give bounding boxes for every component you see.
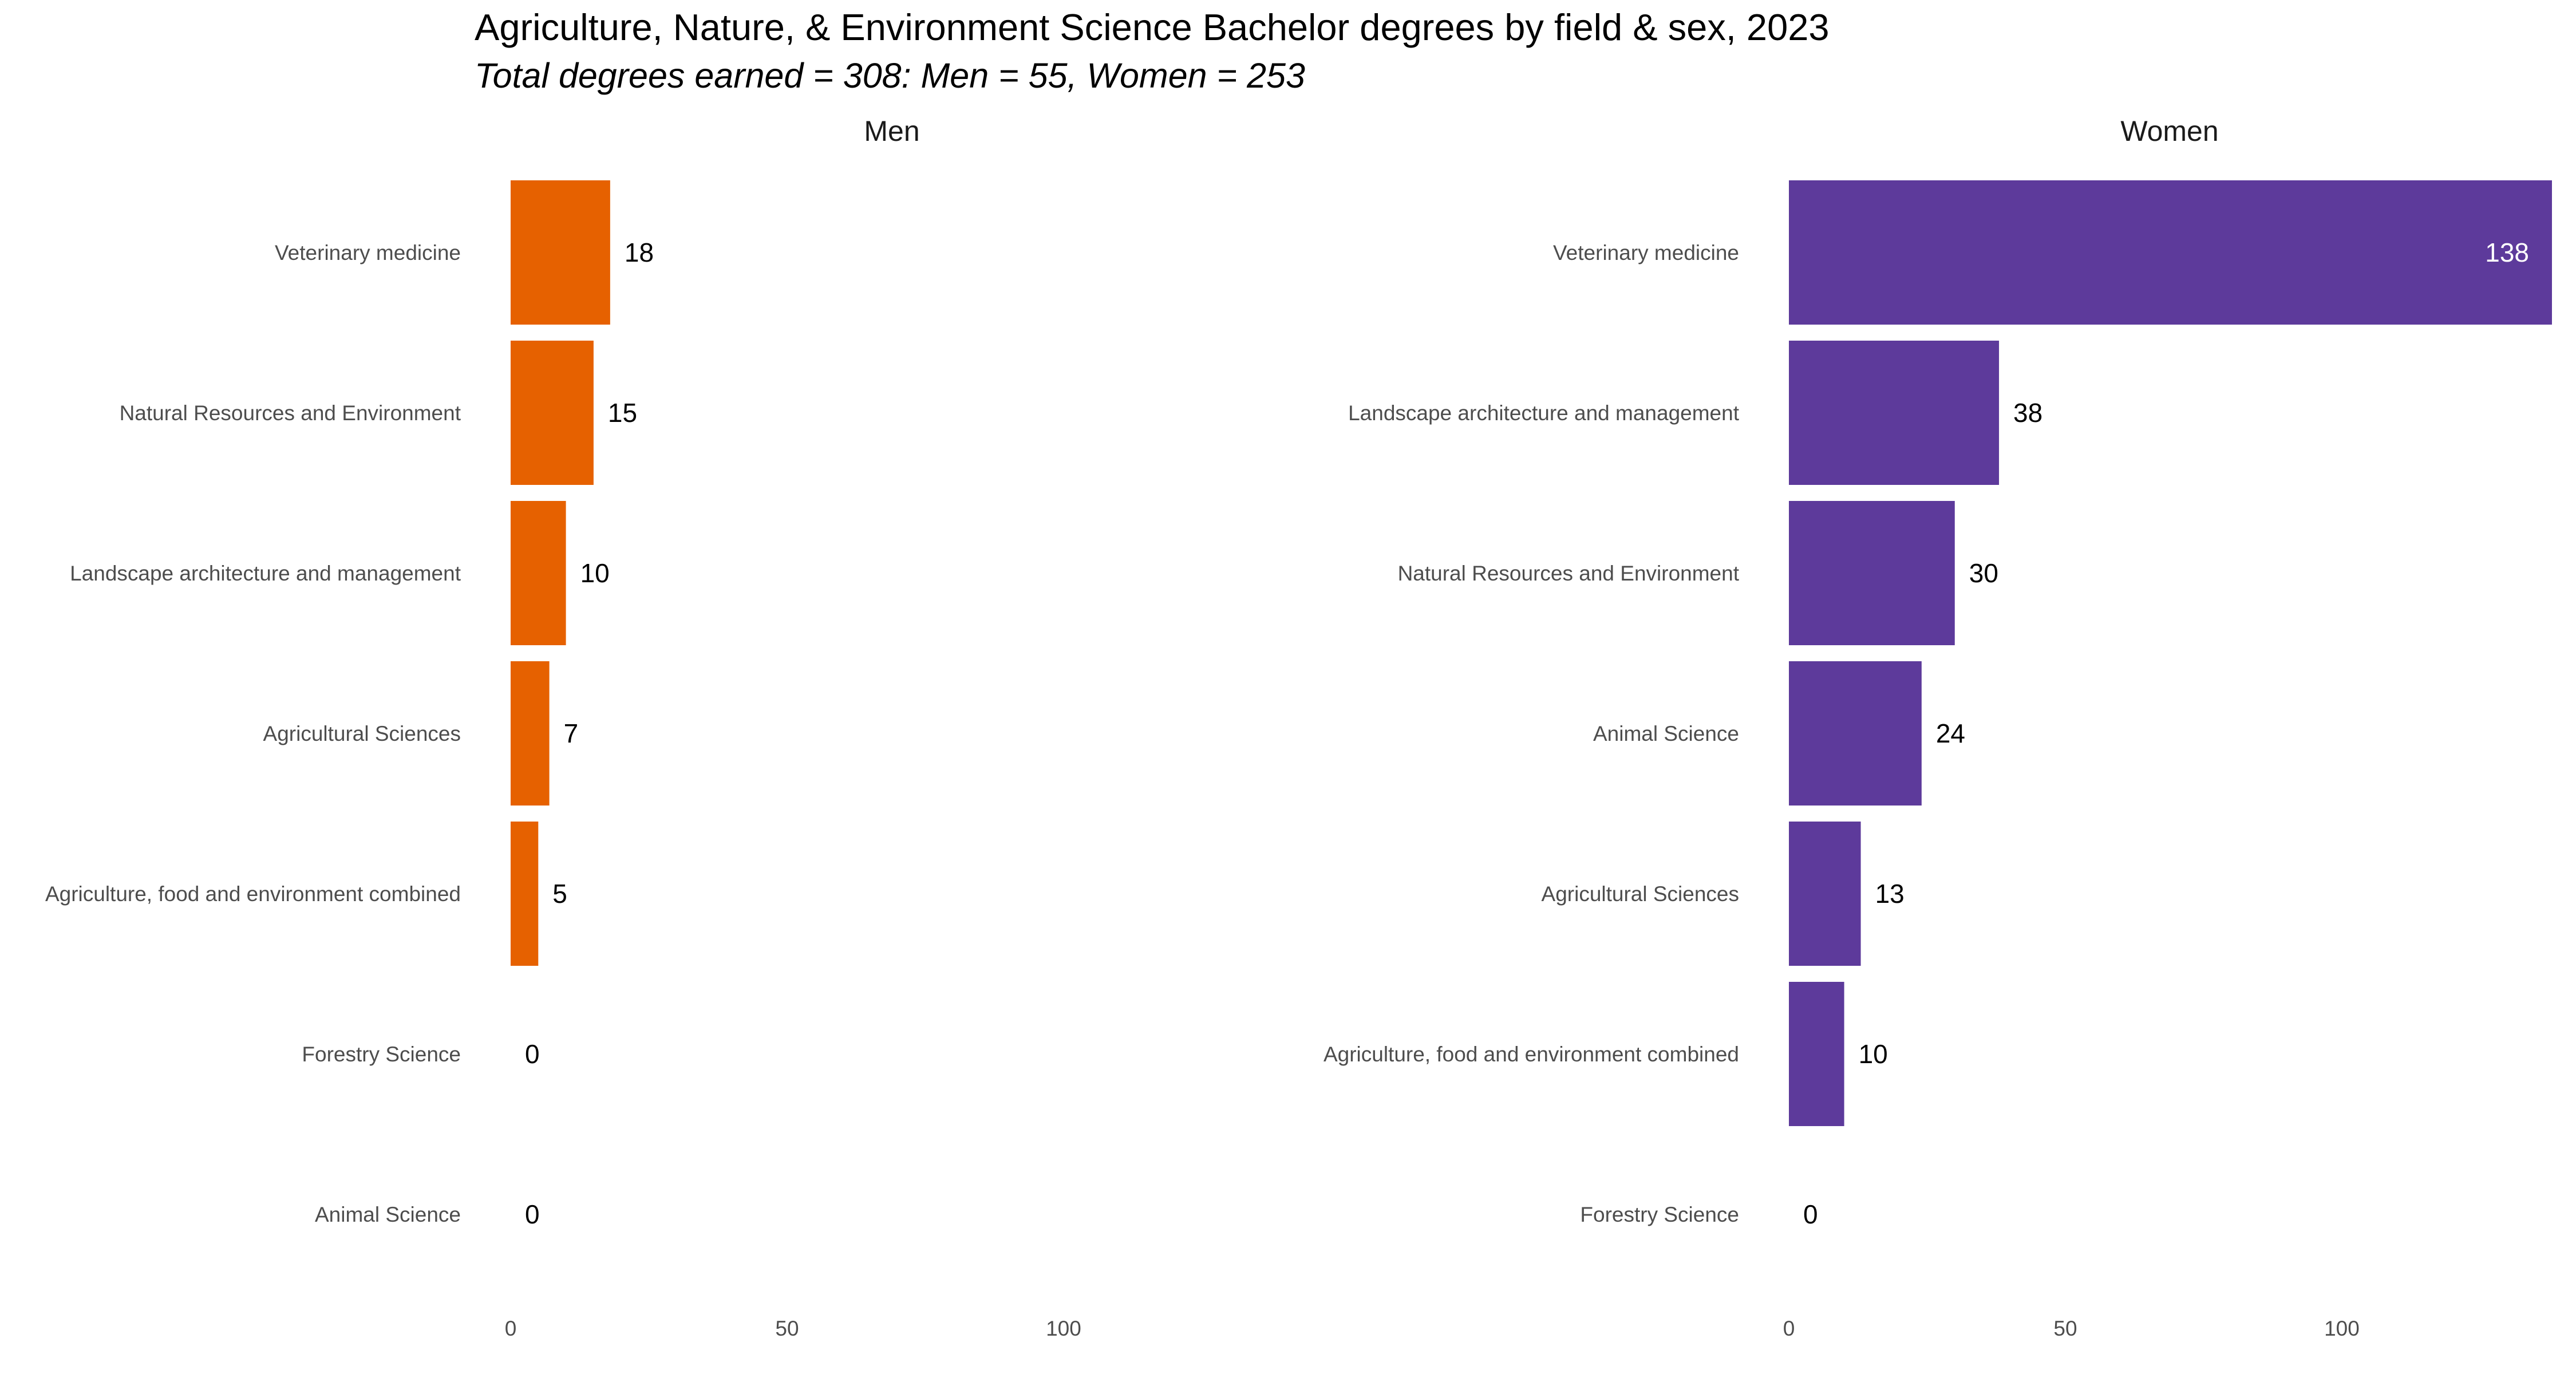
- panel-men: Veterinary medicine 18 Natural Resources a…: [45, 180, 1081, 1340]
- bar-men-veterinary-medicine: [511, 180, 610, 325]
- x-tick-label-men-50: 50: [775, 1317, 799, 1340]
- value-label-women-agriculture-food-and-environment-combined: 10: [1859, 1039, 1888, 1069]
- bar-women-animal-science: [1789, 661, 1922, 806]
- value-label-women-landscape-architecture-and-management: 38: [2013, 398, 2042, 428]
- category-label-men-animal-science: Animal Science: [315, 1203, 461, 1226]
- value-label-women-forestry-science: 0: [1803, 1199, 1818, 1229]
- x-tick-label-men-0: 0: [505, 1317, 517, 1340]
- category-label-men-agricultural-sciences: Agricultural Sciences: [263, 722, 461, 745]
- bar-women-veterinary-medicine: [1789, 180, 2552, 325]
- bar-men-agriculture-food-and-environment-combined: [511, 822, 539, 966]
- value-label-women-veterinary-medicine: 138: [2485, 238, 2529, 267]
- value-label-men-veterinary-medicine: 18: [625, 238, 654, 267]
- category-label-women-landscape-architecture-and-management: Landscape architecture and management: [1348, 401, 1740, 425]
- x-tick-label-men-100: 100: [1046, 1317, 1081, 1340]
- x-tick-label-women-50: 50: [2053, 1317, 2077, 1340]
- bar-women-natural-resources-and-environment: [1789, 501, 1955, 645]
- category-label-women-forestry-science: Forestry Science: [1580, 1203, 1739, 1226]
- bar-women-agricultural-sciences: [1789, 822, 1861, 966]
- panel-women: Veterinary medicine 138 Landscape architec…: [1323, 180, 2552, 1340]
- bar-men-agricultural-sciences: [511, 661, 550, 806]
- x-tick-label-women-0: 0: [1783, 1317, 1795, 1340]
- panel-title-men: Men: [864, 115, 919, 147]
- category-label-men-natural-resources-and-environment: Natural Resources and Environment: [120, 401, 461, 425]
- bar-men-landscape-architecture-and-management: [511, 501, 566, 645]
- panel-title-women: Women: [2120, 115, 2218, 147]
- x-tick-label-women-100: 100: [2324, 1317, 2360, 1340]
- chart-subtitle: Total degrees earned = 308: Men = 55, Wo…: [475, 56, 1305, 95]
- category-label-men-agriculture-food-and-environment-combined: Agriculture, food and environment combin…: [45, 882, 461, 906]
- value-label-women-animal-science: 24: [1936, 718, 1965, 748]
- value-label-men-forestry-science: 0: [525, 1039, 540, 1069]
- category-label-men-landscape-architecture-and-management: Landscape architecture and management: [70, 562, 461, 585]
- bar-women-landscape-architecture-and-management: [1789, 341, 2000, 485]
- bar-men-natural-resources-and-environment: [511, 341, 594, 485]
- category-label-men-veterinary-medicine: Veterinary medicine: [275, 241, 461, 264]
- category-label-women-natural-resources-and-environment: Natural Resources and Environment: [1398, 562, 1740, 585]
- category-label-men-forestry-science: Forestry Science: [302, 1043, 461, 1066]
- bar-women-agriculture-food-and-environment-combined: [1789, 982, 1844, 1126]
- value-label-women-agricultural-sciences: 13: [1875, 879, 1905, 909]
- category-label-women-agricultural-sciences: Agricultural Sciences: [1542, 882, 1739, 906]
- value-label-men-natural-resources-and-environment: 15: [608, 398, 637, 428]
- value-label-men-agricultural-sciences: 7: [564, 718, 579, 748]
- category-label-women-animal-science: Animal Science: [1593, 722, 1739, 745]
- value-label-men-animal-science: 0: [525, 1199, 540, 1229]
- chart-title: Agriculture, Nature, & Environment Scien…: [475, 6, 1830, 48]
- value-label-men-agriculture-food-and-environment-combined: 5: [552, 879, 567, 909]
- category-label-women-veterinary-medicine: Veterinary medicine: [1553, 241, 1739, 264]
- value-label-men-landscape-architecture-and-management: 10: [580, 558, 610, 588]
- category-label-women-agriculture-food-and-environment-combined: Agriculture, food and environment combin…: [1323, 1043, 1739, 1066]
- value-label-women-natural-resources-and-environment: 30: [1969, 558, 1998, 588]
